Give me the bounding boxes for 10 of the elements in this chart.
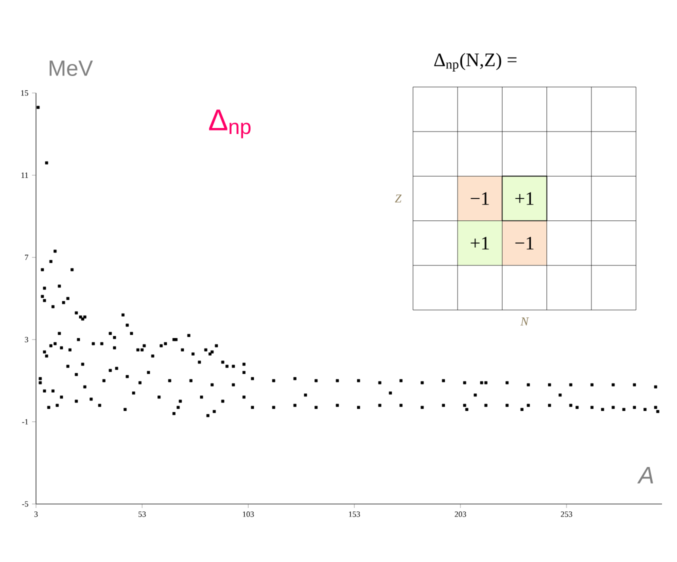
text: Z — [394, 194, 402, 202]
annotation: −1 — [515, 236, 534, 250]
y-axis-title: MeV — [50, 60, 93, 76]
x-axis-title: A — [637, 466, 654, 484]
text: N — [520, 318, 530, 326]
annotation: +1 — [515, 192, 534, 205]
annotation: −1 — [470, 192, 489, 205]
text: Δ$_{np}$ — [209, 110, 251, 138]
annotation: +1 — [470, 236, 489, 250]
text: Δ$_{np}$(N,Z) = — [434, 52, 516, 72]
